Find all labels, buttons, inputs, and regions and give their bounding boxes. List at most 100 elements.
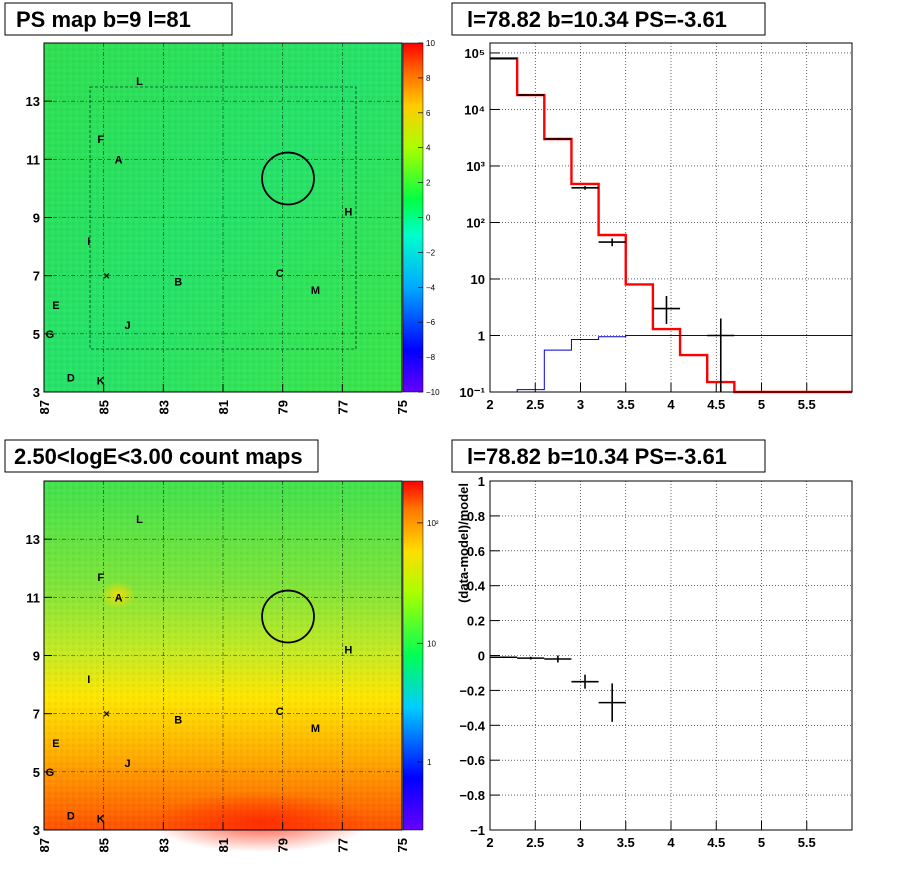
spectrum-x-tick-label: 4 — [667, 397, 675, 412]
map-x-tick-label: 83 — [156, 400, 171, 414]
spectrum-x-tick-label: 3.5 — [617, 397, 635, 412]
residual-title-box: l=78.82 b=10.34 PS=-3.61 — [451, 439, 766, 473]
spectrum-y-tick-label: 10⁵ — [464, 46, 485, 61]
count-map-hotspot-a — [100, 581, 136, 609]
ps-map-title: PS map b=9 l=81 — [16, 7, 191, 32]
source-label-l: L — [136, 76, 143, 88]
spectrum-y-tick-label: 1 — [478, 328, 485, 343]
spectrum-y-tick-label: 10² — [466, 215, 485, 230]
spectrum-y-tick-label: 10³ — [466, 159, 485, 174]
map-y-tick-label: 3 — [33, 385, 40, 400]
residual-y-tick-label: −0.4 — [459, 718, 485, 733]
spectrum-y-tick-label: 10⁴ — [464, 102, 485, 117]
source-label-i: I — [87, 236, 90, 248]
colorbar-tick-label: −8 — [426, 353, 436, 362]
map-y-tick-label: 11 — [26, 590, 40, 605]
map-x-tick-label: 87 — [37, 400, 52, 414]
map-frame — [43, 42, 403, 393]
map-y-tick-label: 7 — [33, 707, 40, 722]
residual-y-tick-label: −0.2 — [459, 683, 485, 698]
spectrum-panel: 2 2.5 3 3.5 4 4.5 5 5.5 10⁻¹ 1 10 10² 10³ 10⁴ 10⁵ — [459, 42, 853, 412]
count-map-title-box: 2.50<logE<3.00 count maps — [4, 439, 319, 473]
source-label-d: D — [67, 372, 75, 384]
source-label-a: A — [115, 592, 123, 604]
residual-x-tick-label: 4 — [667, 835, 675, 850]
spectrum-x-tick-label: 4.5 — [707, 397, 725, 412]
map-x-tick-label: 85 — [97, 400, 112, 414]
spectrum-title: l=78.82 b=10.34 PS=-3.61 — [467, 7, 727, 32]
residual-x-tick-label: 3 — [577, 835, 584, 850]
spectrum-model-source — [490, 334, 852, 393]
colorbar-tick-label: 10² — [427, 519, 439, 528]
target-position-circle — [261, 589, 315, 644]
map-x-tick-label: 87 — [37, 838, 52, 852]
colorbar-tick-label: −2 — [426, 248, 436, 257]
residual-y-tick-label: 0.6 — [467, 544, 485, 559]
map-x-tick-label: 77 — [335, 400, 350, 414]
source-label-e: E — [52, 738, 59, 750]
source-label-i: I — [87, 674, 90, 686]
spectrum-x-tick-label: 3 — [577, 397, 584, 412]
residual-y-tick-label: −0.6 — [459, 753, 485, 768]
spectrum-y-tick-label: 10 — [471, 272, 485, 287]
colorbar-tick-label: 10 — [426, 39, 435, 48]
map-cross-mark: × — [103, 271, 109, 283]
residual-x-tick-label: 5.5 — [798, 835, 816, 850]
spectrum-x-tick-label: 2 — [486, 397, 493, 412]
source-label-k: K — [97, 813, 105, 825]
spectrum-title-box: l=78.82 b=10.34 PS=-3.61 — [451, 2, 766, 36]
target-position-circle — [261, 151, 315, 206]
colorbar-tick-label: −10 — [426, 388, 440, 397]
spectrum-frame-border — [489, 42, 853, 393]
map-x-tick-label: 79 — [276, 838, 291, 852]
source-label-e: E — [52, 300, 59, 312]
map-x-tick-label: 85 — [97, 838, 112, 852]
residual-y-tick-label: −0.8 — [459, 788, 485, 803]
source-label-a: A — [115, 154, 123, 166]
map-frame — [43, 480, 403, 831]
source-label-l: L — [136, 514, 143, 526]
residual-x-tick-label: 4.5 — [707, 835, 725, 850]
source-label-c: C — [276, 706, 284, 718]
residual-x-tick-label: 2.5 — [526, 835, 544, 850]
map-y-tick-label: 7 — [33, 269, 40, 284]
count-map-colorbar — [402, 480, 424, 831]
source-label-c: C — [276, 268, 284, 280]
residual-y-tick-label: −1 — [470, 823, 485, 838]
colorbar-tick-label: 8 — [426, 74, 431, 83]
map-x-tick-label: 75 — [395, 400, 410, 414]
map-y-tick-label: 11 — [26, 152, 40, 167]
ps-map-title-box: PS map b=9 l=81 — [4, 2, 233, 36]
map-cross-mark: × — [103, 709, 109, 721]
colorbar-tick-label: −4 — [426, 283, 436, 292]
residual-y-axis-label: (data-model)/model — [456, 483, 471, 603]
source-label-j: J — [124, 320, 130, 332]
residual-panel: 2 2.5 3 3.5 4 4.5 5 5.5 1 0.8 0.6 0.4 0.2 0 −0.2 −0.4 −0… — [456, 474, 853, 850]
source-label-h: H — [344, 645, 352, 657]
spectrum-x-tick-label: 5.5 — [798, 397, 816, 412]
residual-x-tick-label: 2 — [486, 835, 493, 850]
map-x-tick-label: 75 — [395, 838, 410, 852]
colorbar-tick-label: 6 — [426, 109, 431, 118]
map-x-tick-label: 77 — [335, 838, 350, 852]
residual-x-tick-label: 5 — [758, 835, 765, 850]
residual-y-tick-label: 0.8 — [467, 509, 485, 524]
map-x-tick-label: 81 — [216, 400, 231, 414]
map-y-tick-label: 5 — [33, 765, 40, 780]
colorbar-tick-label: −6 — [426, 318, 436, 327]
map-y-tick-label: 9 — [33, 649, 40, 664]
map-y-tick-label: 13 — [26, 532, 40, 547]
count-map-hotspot-plane — [150, 792, 370, 852]
source-label-k: K — [97, 375, 105, 387]
map-y-tick-label: 9 — [33, 211, 40, 226]
count-map-title: 2.50<logE<3.00 count maps — [14, 444, 303, 469]
residual-frame-border — [489, 480, 853, 831]
source-label-d: D — [67, 810, 75, 822]
colorbar-tick-label: 1 — [427, 758, 432, 767]
source-label-g: G — [46, 767, 55, 779]
map-y-tick-label: 13 — [26, 94, 40, 109]
source-label-b: B — [174, 714, 182, 726]
colorbar-tick-label: 0 — [426, 214, 431, 223]
